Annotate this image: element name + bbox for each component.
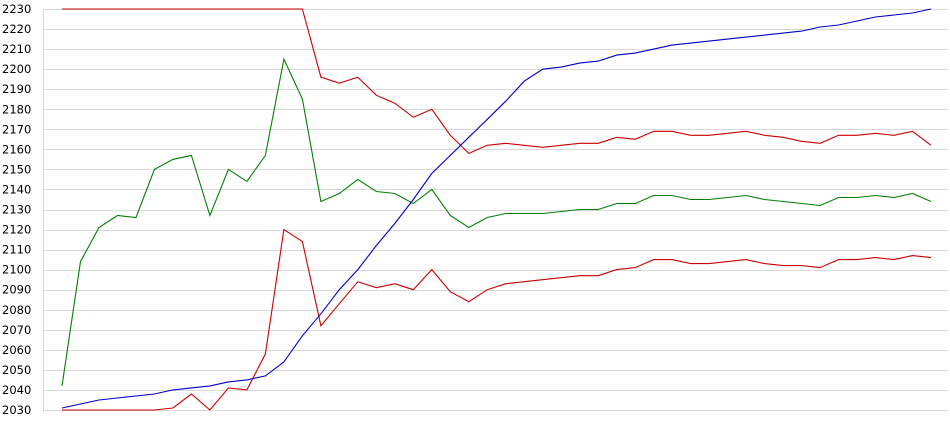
y-tick-label: 2210: [2, 42, 31, 56]
y-tick-label: 2230: [2, 2, 31, 16]
y-tick-label: 2220: [2, 22, 31, 36]
y-tick-label: 2060: [2, 343, 31, 357]
series-line-2: [61, 57, 932, 386]
series-line-4: [61, 8, 932, 409]
y-tick-label: 2080: [2, 303, 31, 317]
y-tick-label: 2050: [2, 363, 31, 377]
y-tick-label: 2070: [2, 323, 31, 337]
series-line-3: [62, 228, 932, 411]
y-tick-label: 2090: [2, 283, 31, 297]
y-tick-label: 2170: [2, 122, 31, 136]
series-line-1: [62, 8, 932, 155]
y-tick-label: 2040: [2, 383, 31, 397]
y-tick-label: 2110: [2, 243, 31, 257]
y-tick-label: 2150: [2, 162, 31, 176]
y-tick-label: 2030: [2, 403, 31, 417]
y-tick-label: 2190: [2, 82, 31, 96]
grid: [43, 9, 948, 412]
series-lines: [61, 8, 932, 411]
y-tick-label: 2130: [2, 203, 31, 217]
y-tick-label: 2160: [2, 142, 31, 156]
y-tick-label: 2100: [2, 263, 31, 277]
y-tick-label: 2140: [2, 182, 31, 196]
y-axis-ticks: 2030 2040 2050 2060 2070 2080 2090 2100 2110 2120…: [2, 2, 31, 417]
y-tick-label: 2180: [2, 102, 31, 116]
y-tick-label: 2200: [2, 62, 31, 76]
y-tick-label: 2120: [2, 223, 31, 237]
